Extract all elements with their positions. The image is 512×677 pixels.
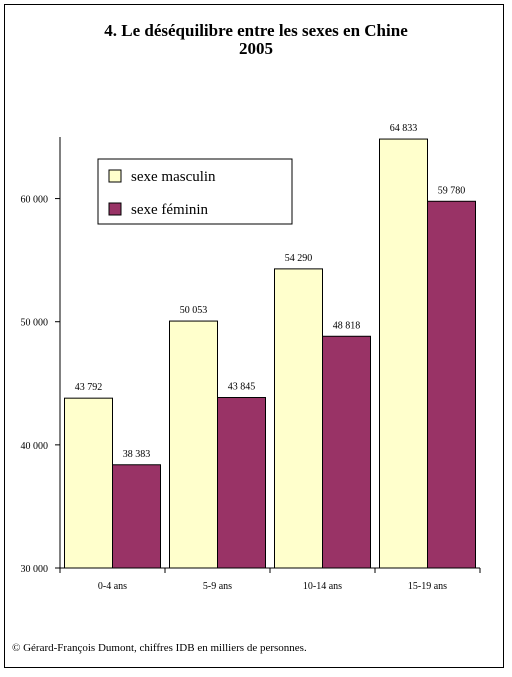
y-tick-label: 60 000 — [21, 195, 49, 206]
legend-swatch — [108, 169, 122, 183]
bar-male — [379, 138, 428, 569]
subtitle-line: 2005 — [239, 39, 273, 58]
title-line: 4. Le déséquilibre entre les sexes en Ch… — [104, 21, 408, 40]
x-tick-label: 5-9 ans — [203, 581, 232, 592]
data-label: 38 383 — [123, 449, 151, 460]
data-label: 54 290 — [285, 253, 313, 264]
x-tick-label: 10-14 ans — [303, 581, 342, 592]
bar-male — [274, 268, 323, 569]
chart-title: 4. Le déséquilibre entre les sexes en Ch… — [0, 22, 512, 58]
x-tick-label: 15-19 ans — [408, 581, 447, 592]
bar-female — [217, 397, 266, 569]
legend-label: sexe féminin — [131, 202, 209, 218]
legend-swatch — [108, 202, 122, 216]
y-tick-label: 40 000 — [21, 441, 49, 452]
data-label: 59 780 — [438, 185, 466, 196]
bar-female — [112, 464, 161, 569]
data-label: 64 833 — [390, 123, 418, 134]
data-label: 43 792 — [75, 382, 103, 393]
data-label: 50 053 — [180, 305, 208, 316]
data-label: 43 845 — [228, 382, 256, 393]
bar-female — [322, 335, 371, 569]
legend-box — [97, 158, 293, 225]
bar-female — [427, 200, 476, 569]
credit-note: © Gérard-François Dumont, chiffres IDB e… — [12, 642, 307, 654]
y-tick-label: 30 000 — [21, 564, 49, 575]
bar-male — [169, 320, 218, 569]
y-tick-label: 50 000 — [21, 318, 49, 329]
x-tick-label: 0-4 ans — [98, 581, 127, 592]
data-label: 48 818 — [333, 320, 361, 331]
legend-label: sexe masculin — [131, 169, 216, 185]
bar-male — [64, 397, 113, 569]
